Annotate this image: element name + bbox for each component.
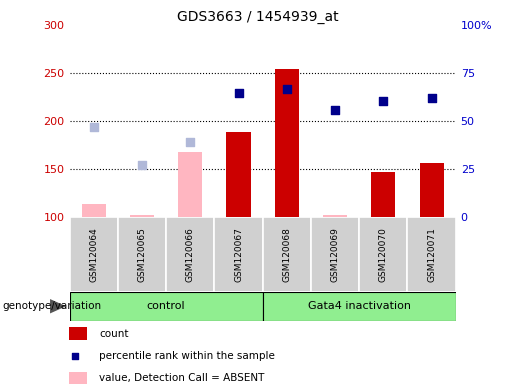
Bar: [323, 215, 347, 217]
Point: [379, 98, 387, 104]
Text: GSM120069: GSM120069: [331, 227, 339, 282]
Text: count: count: [99, 329, 128, 339]
Bar: [227, 132, 251, 217]
Text: percentile rank within the sample: percentile rank within the sample: [99, 351, 275, 361]
Bar: [118, 217, 166, 292]
Bar: [69, 327, 87, 340]
Bar: [81, 205, 106, 217]
Bar: [371, 172, 396, 217]
Bar: [69, 372, 87, 384]
Point: [283, 86, 291, 93]
Text: GSM120065: GSM120065: [138, 227, 146, 282]
Text: GSM120068: GSM120068: [282, 227, 291, 282]
Text: GSM120067: GSM120067: [234, 227, 243, 282]
Text: GSM120064: GSM120064: [89, 227, 98, 282]
Point: [71, 353, 79, 359]
Bar: [420, 163, 444, 217]
Point: [90, 124, 98, 130]
Bar: [166, 217, 214, 292]
Bar: [263, 217, 311, 292]
Point: [186, 139, 194, 145]
Polygon shape: [50, 299, 66, 313]
Point: [234, 90, 243, 96]
Text: GSM120070: GSM120070: [379, 227, 388, 282]
Bar: [178, 152, 202, 217]
Bar: [359, 217, 407, 292]
Text: GDS3663 / 1454939_at: GDS3663 / 1454939_at: [177, 10, 338, 23]
Text: value, Detection Call = ABSENT: value, Detection Call = ABSENT: [99, 373, 264, 383]
Bar: [70, 217, 118, 292]
Text: GSM120066: GSM120066: [186, 227, 195, 282]
Bar: [214, 217, 263, 292]
Bar: [274, 69, 299, 217]
Bar: [70, 292, 263, 321]
Text: control: control: [147, 301, 185, 311]
Bar: [311, 217, 359, 292]
Text: Gata4 inactivation: Gata4 inactivation: [307, 301, 410, 311]
Bar: [263, 292, 456, 321]
Point: [138, 162, 146, 168]
Text: GSM120071: GSM120071: [427, 227, 436, 282]
Bar: [130, 215, 154, 217]
Point: [331, 108, 339, 114]
Text: genotype/variation: genotype/variation: [3, 301, 101, 311]
Bar: [407, 217, 456, 292]
Point: [427, 95, 436, 101]
